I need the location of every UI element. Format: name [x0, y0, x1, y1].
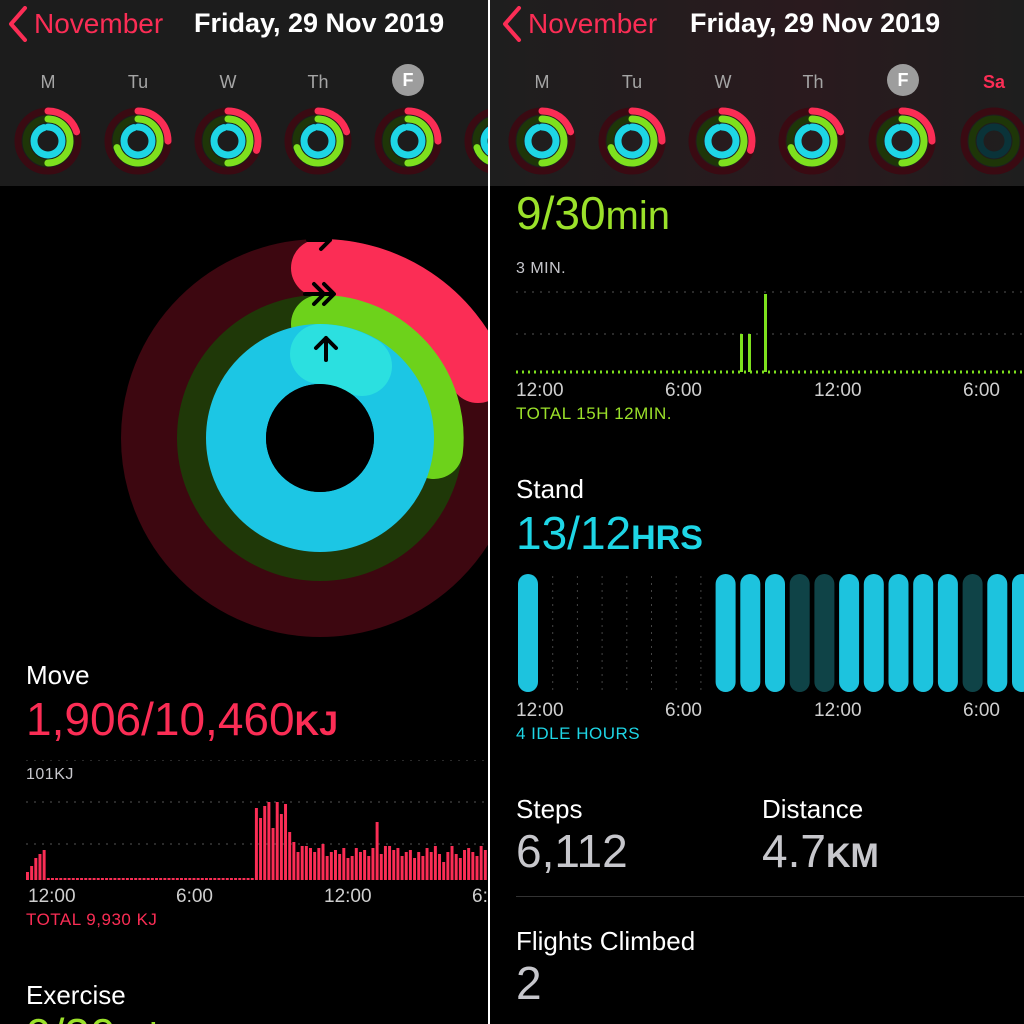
flights-value: 2 [516, 957, 542, 1009]
header-bar-right: November Friday, 29 Nov 2019 M Tu W Th F… [490, 0, 1024, 186]
move-tick-3: 6: [472, 886, 488, 907]
move-tick-2: 12:00 [324, 886, 372, 907]
weekday-sat[interactable]: Sa [982, 72, 1006, 92]
stand-tick-2: 12:00 [814, 700, 862, 721]
activity-rings [121, 229, 488, 637]
weekday-mon[interactable]: M [40, 72, 56, 92]
stand-arrow-icon [314, 336, 338, 362]
exercise-arrow-icon [303, 282, 336, 306]
move-tick-1: 6:00 [176, 886, 213, 907]
exercise-max-label: 3 MIN. [516, 260, 567, 277]
move-chart [26, 760, 488, 880]
stand-tick-0: 12:00 [516, 700, 564, 721]
weekday-thu[interactable]: Th [802, 72, 824, 92]
header-date: Friday, 29 Nov 2019 [194, 8, 445, 38]
move-total: TOTAL 9,930 KJ [26, 910, 158, 929]
exercise-tick-3: 6:00 [963, 380, 1000, 401]
back-button-right[interactable]: November [502, 6, 657, 42]
chevron-left-icon [503, 6, 521, 42]
exercise-chart [516, 291, 1024, 374]
weekday-fri[interactable]: F [392, 64, 424, 96]
steps-value: 6,112 [516, 825, 628, 877]
steps-label: Steps [516, 794, 583, 824]
move-tick-0: 12:00 [28, 886, 76, 907]
back-button[interactable]: November [8, 6, 163, 42]
weekday-wed[interactable]: W [219, 72, 237, 92]
move-max-label: 101KJ [26, 766, 74, 783]
exercise-value-left: 9/30min [26, 1008, 180, 1024]
stats-divider [516, 896, 1024, 897]
day-rings-sat[interactable] [463, 106, 488, 176]
exercise-tick-1: 6:00 [665, 380, 702, 401]
divider [488, 0, 490, 1024]
day-rings-mon[interactable] [13, 106, 83, 176]
weekday-fri[interactable]: F [887, 64, 919, 96]
chevron-left-icon [9, 6, 27, 42]
flights-label: Flights Climbed [516, 926, 696, 956]
exercise-tick-2: 12:00 [814, 380, 862, 401]
day-rings-fri[interactable] [867, 106, 937, 176]
move-value: 1,906/10,460KJ [26, 693, 339, 745]
day-rings-tue[interactable] [597, 106, 667, 176]
stand-chart [518, 574, 1024, 692]
exercise-tick-0: 12:00 [516, 380, 564, 401]
back-label: November [528, 8, 658, 39]
move-arrow-icon [306, 229, 332, 251]
stand-total: 4 IDLE HOURS [516, 724, 641, 743]
right-screen: November Friday, 29 Nov 2019 M Tu W Th F… [490, 0, 1024, 1024]
left-screen: November Friday, 29 Nov 2019 M Tu W Th F [0, 0, 488, 1024]
day-rings-wed[interactable] [193, 106, 263, 176]
stand-tick-3: 6:00 [963, 700, 1000, 721]
header-bar: November Friday, 29 Nov 2019 M Tu W Th F [0, 0, 488, 186]
exercise-total: TOTAL 15H 12MIN. [516, 404, 673, 423]
exercise-value: 9/30min [516, 187, 670, 239]
stand-label: Stand [516, 474, 584, 504]
day-rings-sat[interactable] [959, 106, 1024, 176]
stand-value: 13/12HRS [516, 507, 703, 559]
stand-tick-1: 6:00 [665, 700, 702, 721]
weekday-tue[interactable]: Tu [621, 72, 643, 92]
day-rings-thu[interactable] [777, 106, 847, 176]
weekday-tue[interactable]: Tu [127, 72, 149, 92]
distance-label: Distance [762, 794, 864, 824]
day-rings-tue[interactable] [103, 106, 173, 176]
day-rings-thu[interactable] [283, 106, 353, 176]
move-label: Move [26, 660, 90, 690]
weekday-mon[interactable]: M [534, 72, 550, 92]
day-rings-wed[interactable] [687, 106, 757, 176]
exercise-label-left: Exercise [26, 980, 126, 1010]
weekday-thu[interactable]: Th [307, 72, 329, 92]
weekday-wed[interactable]: W [714, 72, 732, 92]
header-date-right: Friday, 29 Nov 2019 [690, 8, 941, 38]
distance-value: 4.7KM [762, 825, 879, 877]
back-label: November [34, 8, 164, 39]
day-rings-fri[interactable] [373, 106, 443, 176]
day-rings-mon[interactable] [507, 106, 577, 176]
